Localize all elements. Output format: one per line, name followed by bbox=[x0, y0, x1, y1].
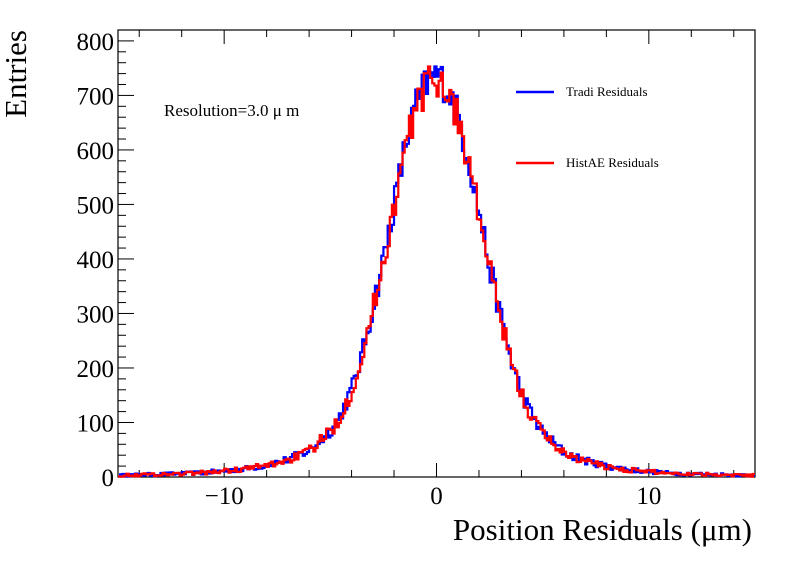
axis-ticks: 0 100 200 300 400 500 600 700 800 −10 0 10 bbox=[77, 29, 735, 510]
y-tick-label: 600 bbox=[77, 138, 115, 165]
x-tick-label: −10 bbox=[205, 483, 244, 510]
y-tick-label: 700 bbox=[77, 83, 115, 110]
legend: Tradi Residuals HistAE Residuals bbox=[516, 84, 659, 170]
series-line-tradi bbox=[118, 65, 755, 478]
y-tick-label: 400 bbox=[77, 247, 115, 274]
y-tick-label: 300 bbox=[77, 301, 115, 328]
x-tick-label: 10 bbox=[636, 483, 661, 510]
legend-label-tradi: Tradi Residuals bbox=[566, 84, 648, 99]
series-layer bbox=[118, 65, 755, 478]
y-axis-label: Entries bbox=[0, 30, 33, 118]
resolution-annotation: Resolution=3.0 μ m bbox=[164, 101, 299, 120]
series-line-histae bbox=[118, 65, 755, 478]
x-axis-label: Position Residuals (μm) bbox=[453, 512, 752, 547]
legend-label-histae: HistAE Residuals bbox=[566, 155, 659, 170]
y-tick-label: 100 bbox=[77, 410, 115, 437]
y-tick-label: 500 bbox=[77, 192, 115, 219]
y-tick-label: 800 bbox=[77, 29, 115, 56]
y-tick-label: 0 bbox=[102, 465, 115, 492]
x-tick-label: 0 bbox=[430, 483, 443, 510]
y-tick-label: 200 bbox=[77, 356, 115, 383]
